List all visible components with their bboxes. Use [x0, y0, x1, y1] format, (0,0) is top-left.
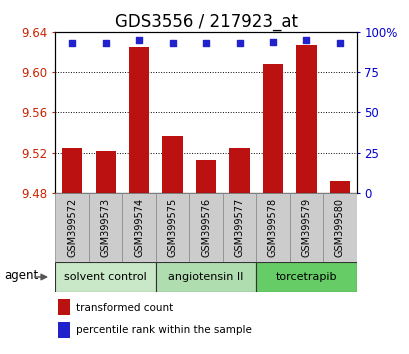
Point — [102, 40, 109, 46]
Bar — [322, 193, 356, 262]
Text: agent: agent — [4, 269, 38, 282]
Bar — [58, 299, 70, 315]
Text: percentile rank within the sample: percentile rank within the sample — [76, 325, 251, 335]
Text: GSM399580: GSM399580 — [334, 198, 344, 257]
Bar — [55, 262, 155, 292]
Bar — [62, 148, 82, 193]
Text: angiotensin II: angiotensin II — [168, 272, 243, 282]
Bar — [58, 322, 70, 338]
Text: GSM399572: GSM399572 — [67, 198, 77, 257]
Text: GSM399576: GSM399576 — [200, 198, 211, 257]
Bar — [162, 136, 182, 193]
Bar — [256, 262, 356, 292]
Bar — [256, 193, 289, 262]
Bar — [222, 193, 256, 262]
Bar — [262, 64, 282, 193]
Bar — [95, 151, 115, 193]
Text: GSM399573: GSM399573 — [100, 198, 110, 257]
Text: GSM399577: GSM399577 — [234, 198, 244, 257]
Text: torcetrapib: torcetrapib — [275, 272, 336, 282]
Bar — [155, 193, 189, 262]
Point — [169, 40, 175, 46]
Bar — [189, 193, 222, 262]
Point — [135, 37, 142, 43]
Text: GSM399574: GSM399574 — [134, 198, 144, 257]
Point — [336, 40, 342, 46]
Text: solvent control: solvent control — [64, 272, 146, 282]
Text: transformed count: transformed count — [76, 303, 173, 313]
Text: GSM399575: GSM399575 — [167, 198, 177, 257]
Point — [202, 40, 209, 46]
Bar — [55, 193, 89, 262]
Bar — [155, 262, 256, 292]
Bar — [129, 47, 149, 193]
Bar — [229, 148, 249, 193]
Bar — [296, 45, 316, 193]
Point — [269, 39, 276, 44]
Bar — [329, 181, 349, 193]
Bar — [122, 193, 155, 262]
Point — [69, 40, 75, 46]
Bar — [196, 160, 216, 193]
Bar — [89, 193, 122, 262]
Text: GSM399578: GSM399578 — [267, 198, 277, 257]
Title: GDS3556 / 217923_at: GDS3556 / 217923_at — [114, 13, 297, 30]
Point — [302, 37, 309, 43]
Bar — [289, 193, 322, 262]
Text: GSM399579: GSM399579 — [301, 198, 311, 257]
Point — [236, 40, 242, 46]
